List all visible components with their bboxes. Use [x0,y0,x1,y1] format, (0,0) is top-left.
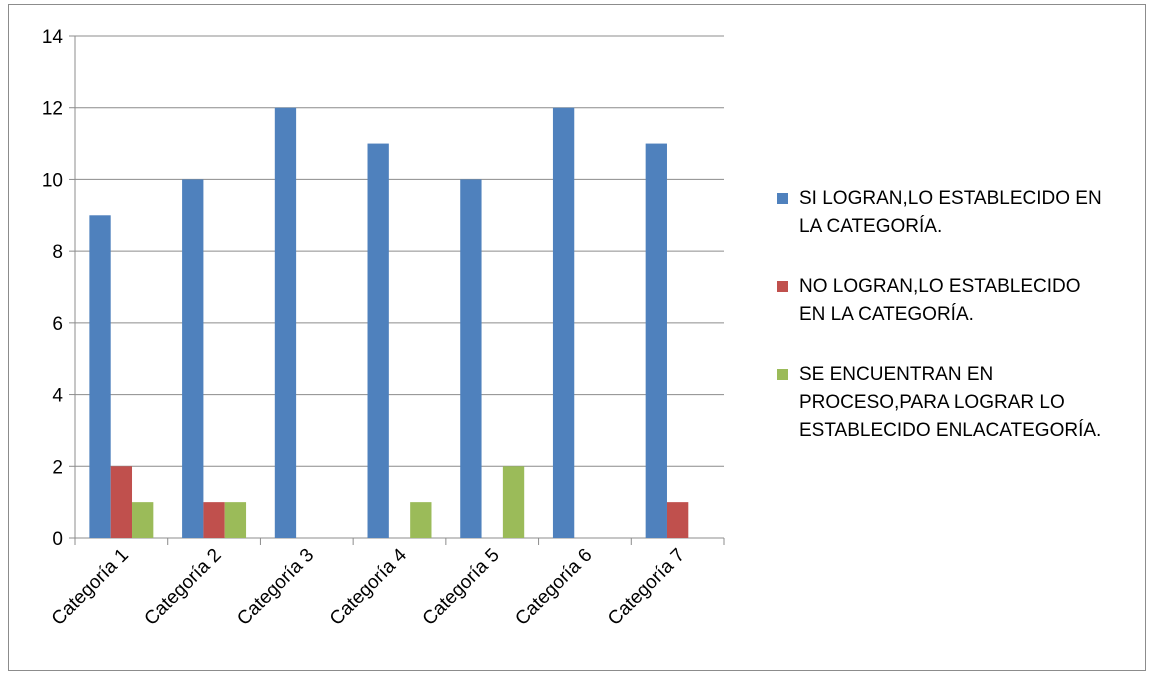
y-tick-label-0: 0 [52,529,63,550]
legend-item-en-proceso: SE ENCUENTRAN EN PROCESO,PARA LOGRAR LO … [777,361,1147,445]
y-tick-label-2: 2 [52,457,63,478]
x-category-label-5: Categoría 5 [419,545,504,630]
legend-item-si-logran: SI LOGRAN,LO ESTABLECIDO EN LA CATEGORÍA… [777,185,1147,241]
x-category-label-6: Categoría 6 [511,545,596,630]
bar-series3-cat5 [502,466,525,538]
chart-frame: 0 2 4 6 8 10 12 14 Categoría 1 Categoría 2 Categor… [8,4,1146,671]
x-category-label-3: Categoría 3 [233,545,318,630]
legend-label-no-logran: NO LOGRAN,LO ESTABLECIDO EN LA CATEGORÍA… [799,276,1081,325]
bar-series3-cat4 [410,502,432,538]
y-tick-label-8: 8 [52,242,63,263]
bar-series1-cat1 [89,215,111,539]
legend-label-en-proceso: SE ENCUENTRAN EN PROCESO,PARA LOGRAR LO … [799,364,1102,441]
bar-series1-cat4 [367,143,389,539]
bar-series1-cat5 [460,179,482,538]
y-tick-label-14: 14 [42,27,64,48]
x-category-label-7: Categoría 7 [604,545,689,630]
bar-series2-cat1 [110,466,133,538]
bar-series2-cat7 [666,502,689,538]
x-category-label-2: Categoría 2 [141,545,226,630]
bar-series3-cat2 [224,502,247,538]
y-tick-label-10: 10 [42,170,63,191]
bar-series1-cat7 [645,143,667,539]
bar-series3-cat1 [132,502,154,538]
bar-series2-cat2 [203,502,225,538]
legend-item-no-logran: NO LOGRAN,LO ESTABLECIDO EN LA CATEGORÍA… [777,273,1147,329]
legend-swatch-si-logran [777,193,788,204]
bar-series1-cat6 [552,107,575,538]
legend-label-si-logran: SI LOGRAN,LO ESTABLECIDO EN LA CATEGORÍA… [799,188,1102,237]
bar-series1-cat2 [182,179,204,538]
y-tick-label-4: 4 [52,386,63,407]
y-tick-label-12: 12 [42,99,63,120]
bar-series1-cat3 [274,107,297,538]
x-category-label-4: Categoría 4 [326,544,411,629]
x-category-label-1: Categoría 1 [48,545,133,630]
legend-swatch-en-proceso [777,369,788,380]
legend: SI LOGRAN,LO ESTABLECIDO EN LA CATEGORÍA… [777,185,1147,477]
y-tick-label-6: 6 [52,314,63,335]
legend-swatch-no-logran [777,281,788,292]
